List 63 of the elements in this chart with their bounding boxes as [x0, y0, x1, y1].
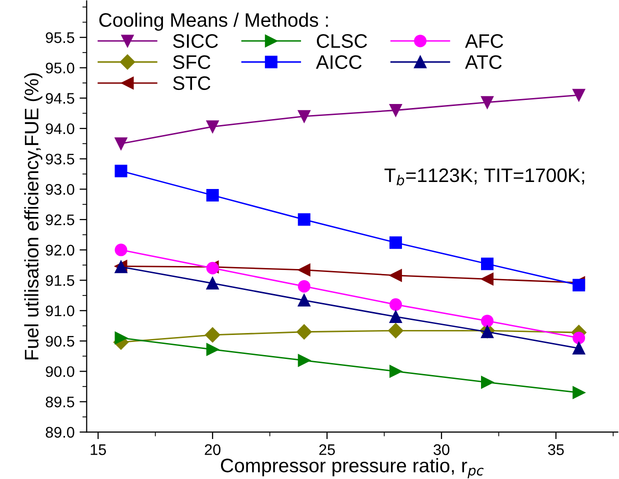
point — [206, 120, 219, 133]
point — [481, 376, 494, 389]
point — [389, 236, 402, 249]
point — [298, 354, 310, 367]
point — [389, 104, 402, 116]
point — [298, 280, 310, 293]
point — [389, 298, 402, 311]
point — [388, 323, 404, 338]
point — [572, 88, 586, 102]
legend-label: STC — [173, 76, 210, 90]
point — [572, 386, 586, 399]
legend-label: ATC — [465, 55, 502, 69]
point — [114, 164, 128, 178]
legend-label: AFC — [465, 34, 504, 48]
legend-label: AICC — [316, 55, 362, 69]
point — [572, 278, 586, 292]
point — [298, 264, 310, 276]
y-tick-label: 93.0 — [46, 184, 74, 195]
point — [114, 244, 128, 256]
y-tick-label: 92.0 — [46, 244, 74, 256]
x-tick-label: 25 — [319, 444, 335, 456]
point — [298, 294, 310, 307]
y-tick-label: 94.5 — [46, 92, 74, 104]
x-tick-label: 15 — [90, 444, 106, 456]
x-tick-label: 35 — [548, 444, 564, 456]
y-tick-label: 91.0 — [46, 305, 74, 316]
point — [481, 314, 494, 328]
x-tick-label: 30 — [434, 444, 450, 456]
y-tick-label: 90.0 — [46, 366, 74, 378]
y-tick-label: 89.5 — [46, 396, 74, 408]
point — [572, 342, 586, 355]
y-tick-label: 92.5 — [46, 214, 74, 226]
y-tick-label: 94.0 — [46, 123, 74, 134]
y-tick-label: 90.5 — [46, 336, 74, 347]
point — [481, 258, 494, 270]
legend-label: CLSC — [316, 34, 368, 48]
point — [298, 213, 310, 226]
point — [206, 189, 219, 202]
point — [114, 332, 128, 344]
point — [114, 137, 128, 150]
legend-label: SICC — [173, 34, 218, 48]
point — [296, 324, 312, 340]
point — [572, 332, 586, 344]
y-tick-label: 93.5 — [46, 154, 74, 165]
point — [481, 272, 494, 286]
legend-title: Cooling Means / Methods : — [99, 12, 328, 31]
point — [298, 110, 310, 123]
y-tick-label: 95.5 — [46, 32, 74, 44]
y-tick-label: 91.5 — [46, 275, 74, 286]
annotation: T$_{b}$=1123K; TIT=1700K; — [384, 168, 584, 186]
point — [206, 343, 219, 356]
point — [206, 277, 219, 290]
y-tick-label: 95.0 — [46, 62, 74, 74]
x-tick-label: 20 — [204, 444, 220, 456]
y-tick-label: 89.0 — [46, 426, 74, 438]
y-axis-title: Fuel utilisation efficiency,FUE (%) — [24, 73, 42, 360]
point — [205, 327, 220, 342]
point — [481, 96, 494, 109]
legend-label: SFC — [173, 55, 210, 69]
x-axis-title: Compressor pressure ratio, r$_{pc}$ — [220, 458, 484, 478]
point — [389, 269, 402, 282]
point — [389, 365, 402, 378]
point — [389, 310, 402, 323]
